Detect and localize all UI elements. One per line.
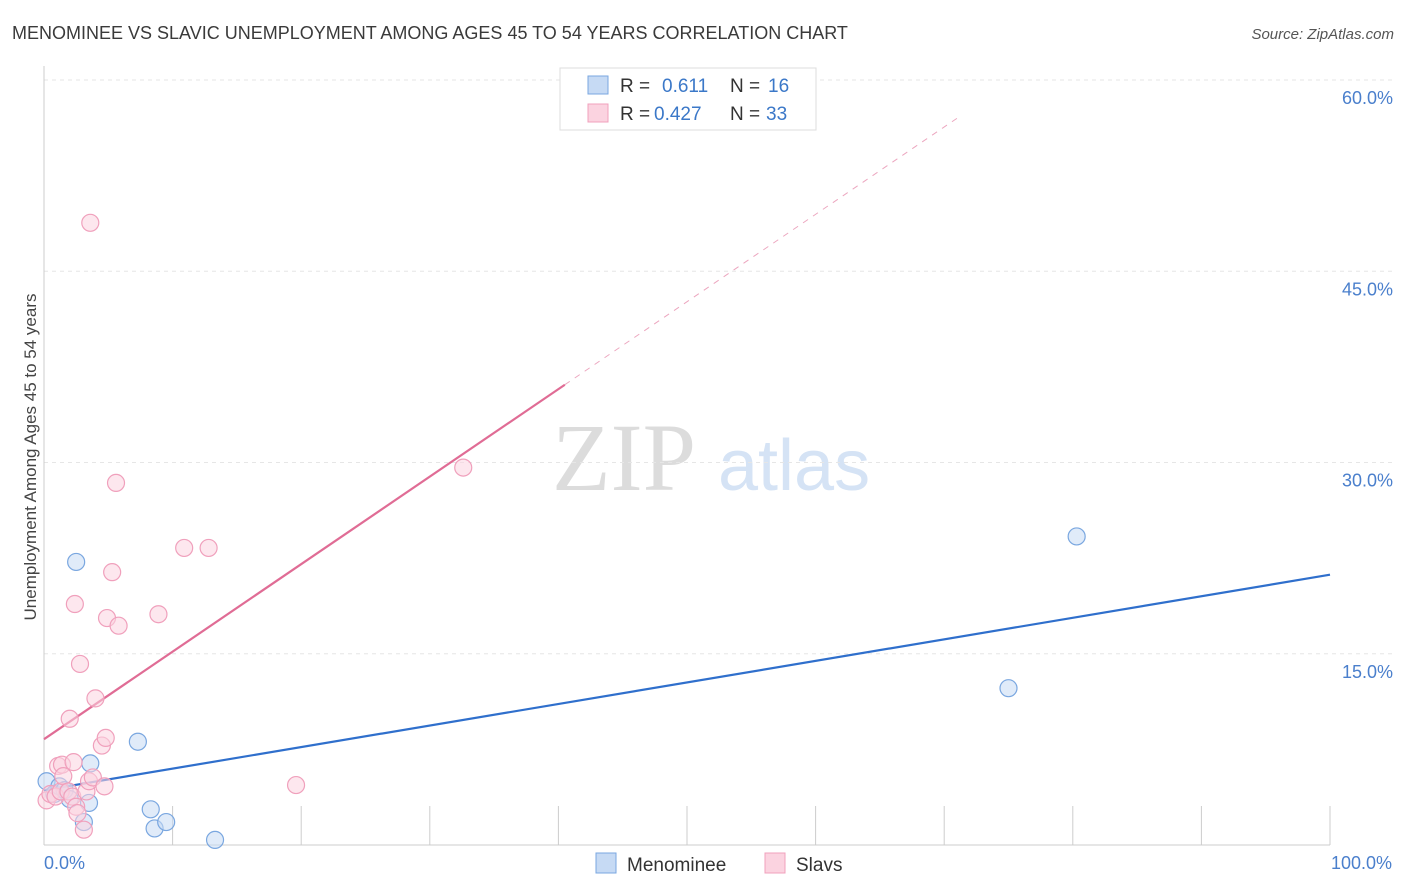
point-menominee xyxy=(128,732,147,751)
legend-r-label-menominee: R = xyxy=(620,76,650,97)
point-slavs xyxy=(109,616,128,635)
point-slavs xyxy=(95,777,114,796)
point-slavs xyxy=(86,689,105,708)
watermark-zip-text: ZIP xyxy=(552,404,696,511)
grid-lines xyxy=(44,79,1392,655)
legend-r-value-menominee: 0.611 xyxy=(662,76,708,97)
trend-line-extension-slavs xyxy=(564,117,958,386)
point-slavs xyxy=(70,654,90,674)
legend-swatch-slavs xyxy=(587,103,609,123)
point-slavs xyxy=(65,594,84,614)
x-tick-labels: 0.0% 100.0% xyxy=(44,853,1392,873)
point-slavs xyxy=(81,213,100,232)
point-slavs xyxy=(106,473,126,492)
legend-n-label-slavs: N = xyxy=(730,104,760,125)
point-menominee xyxy=(205,830,225,850)
point-menominee xyxy=(67,552,86,572)
y-tick-label: 60.0% xyxy=(1342,88,1393,108)
legend-swatch-menominee xyxy=(587,75,609,95)
x-tick-label-min: 0.0% xyxy=(44,853,85,873)
point-slavs xyxy=(74,820,93,839)
axes xyxy=(43,66,1331,846)
legend-n-value-menominee: 16 xyxy=(768,76,789,97)
bottom-legend-swatch-slavs xyxy=(764,852,786,874)
watermark-atlas-text: atlas xyxy=(718,426,870,506)
correlation-legend: R = 0.611 N = 16 R = 0.427 N = 33 xyxy=(559,67,817,131)
y-axis-label: Unemployment Among Ages 45 to 54 years xyxy=(21,294,40,621)
point-menominee xyxy=(157,812,176,832)
y-tick-label: 45.0% xyxy=(1342,279,1393,299)
point-slavs xyxy=(286,775,306,795)
bottom-legend-swatch-menominee xyxy=(595,852,617,874)
zipatlas-watermark: ZIP atlas xyxy=(552,404,870,511)
point-menominee xyxy=(141,800,160,819)
legend-r-value-slavs: 0.427 xyxy=(654,104,702,125)
trend-lines xyxy=(43,117,1331,792)
y-tick-labels: 15.0% 30.0% 45.0% 60.0% xyxy=(1342,88,1393,682)
legend-n-label-menominee: N = xyxy=(730,76,760,97)
trend-line-menominee xyxy=(43,573,1331,792)
point-slavs xyxy=(103,563,122,582)
series-legend: Menominee Slavs xyxy=(595,852,842,876)
bottom-legend-label-menominee: Menominee xyxy=(627,855,726,876)
chart-title: MENOMINEE VS SLAVIC UNEMPLOYMENT AMONG A… xyxy=(12,23,848,43)
point-slavs xyxy=(54,767,73,786)
trend-line-slavs xyxy=(43,383,566,741)
legend-r-label-slavs: R = xyxy=(620,104,650,125)
point-slavs xyxy=(175,538,194,558)
x-tick-label-max: 100.0% xyxy=(1331,853,1392,873)
point-slavs xyxy=(199,538,218,558)
point-slavs xyxy=(64,753,83,772)
chart-source: Source: ZipAtlas.com xyxy=(1251,26,1394,43)
point-menominee xyxy=(999,679,1018,698)
scatter-points xyxy=(37,213,1086,850)
bottom-legend-label-slavs: Slavs xyxy=(796,855,842,876)
point-slavs xyxy=(149,605,168,624)
point-slavs xyxy=(68,804,87,823)
legend-n-value-slavs: 33 xyxy=(766,104,787,125)
point-menominee xyxy=(1067,527,1086,546)
point-slavs xyxy=(454,458,473,477)
y-tick-label: 15.0% xyxy=(1342,662,1393,682)
point-slavs xyxy=(96,728,115,748)
point-slavs xyxy=(60,709,79,728)
y-tick-label: 30.0% xyxy=(1342,471,1393,491)
